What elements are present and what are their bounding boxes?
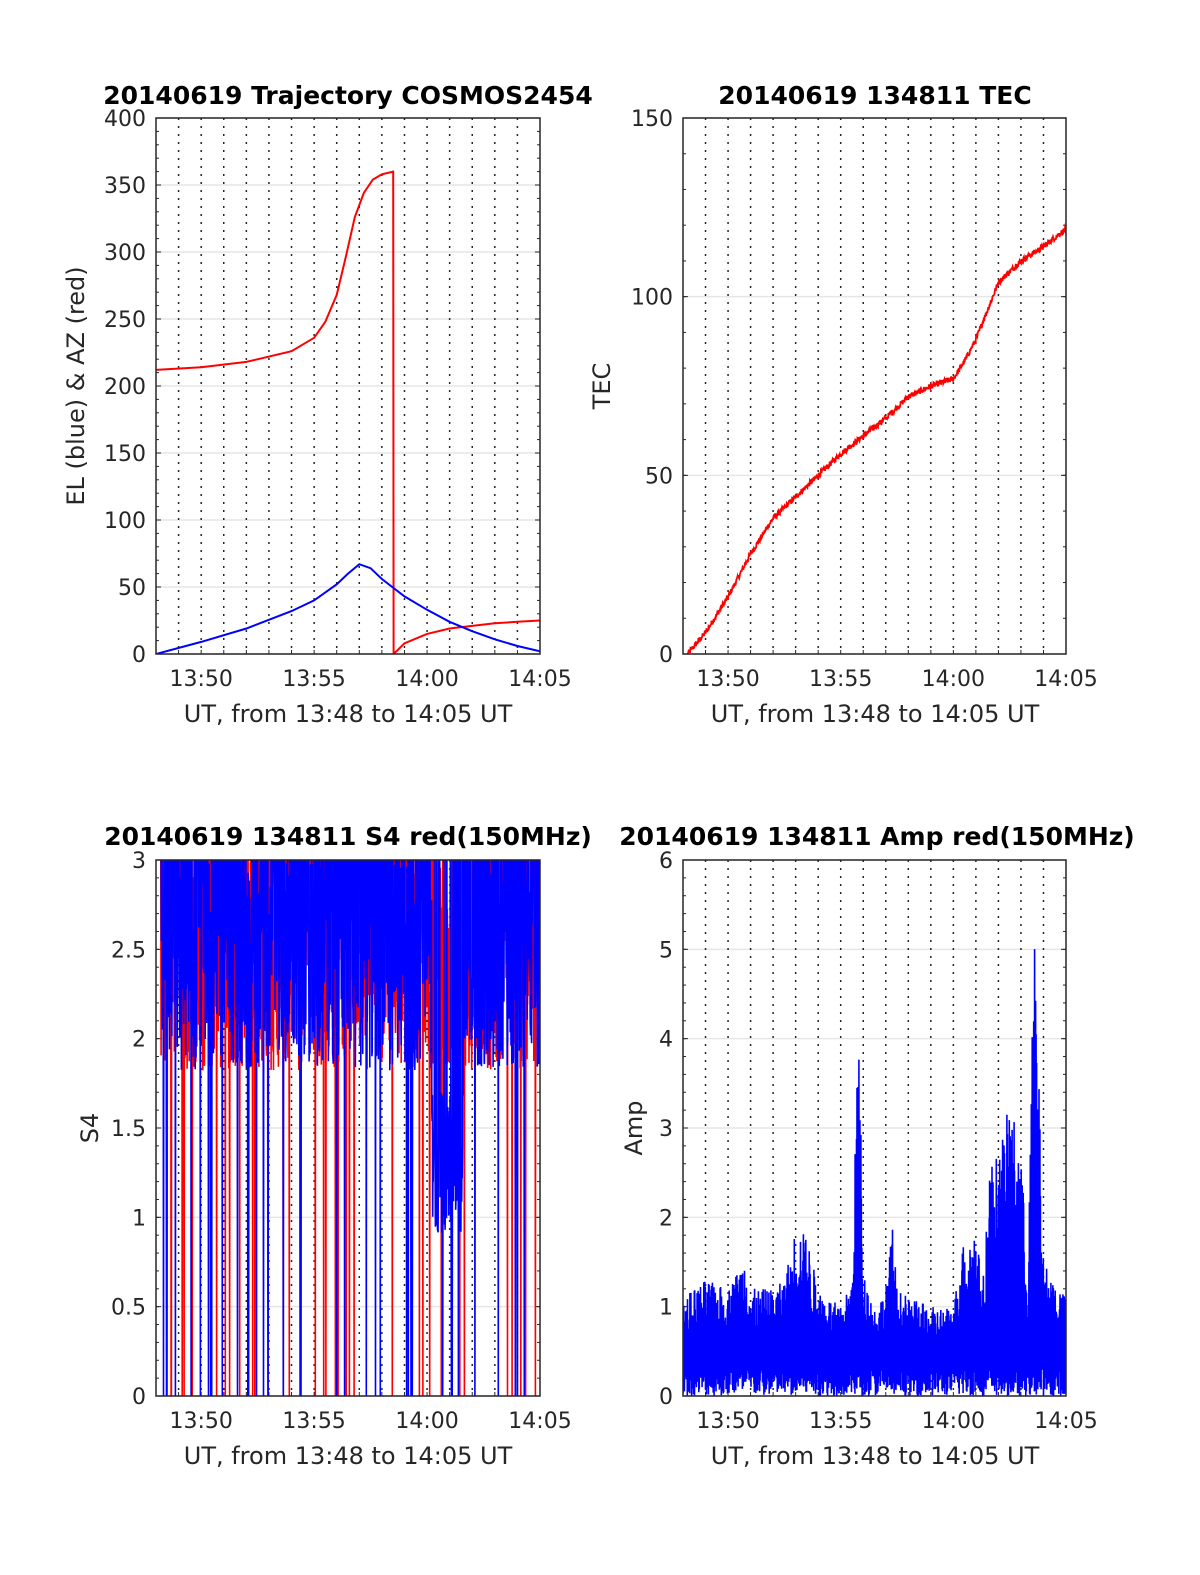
axes-frame	[155, 117, 541, 655]
y-tick-labels: 0 50 100 150	[631, 107, 673, 668]
tec-panel: 20140619 134811 TEC 13:50 13:55 14:00 14:05…	[588, 81, 1098, 728]
plot-background	[683, 118, 1066, 654]
amp-panel: 20140619 134811 Amp red(150MHz) 13:50 13:…	[619, 822, 1135, 1470]
x-tick-label: 14:00	[395, 667, 458, 692]
plot-area	[155, 117, 541, 655]
chart-title: 20140619 134811 TEC	[718, 81, 1031, 110]
x-tick-labels: 13:50 13:55 14:00 14:05	[169, 667, 571, 692]
y-tick-label: 0.5	[111, 1296, 146, 1321]
x-tick-labels: 13:50 13:55 14:00 14:05	[169, 1409, 571, 1434]
plot-area	[155, 859, 541, 1397]
x-axis-label: UT, from 13:48 to 14:05 UT	[711, 700, 1040, 728]
y-tick-label: 2	[659, 1206, 673, 1231]
x-tick-label: 13:55	[809, 1409, 872, 1434]
x-tick-label: 13:55	[809, 667, 872, 692]
y-tick-label: 1.5	[111, 1117, 146, 1142]
y-tick-label: 2.5	[111, 938, 146, 963]
y-tick-label: 0	[659, 643, 673, 668]
y-tick-label: 0	[132, 643, 146, 668]
x-tick-label: 14:05	[1034, 1409, 1097, 1434]
y-tick-label: 1	[659, 1296, 673, 1321]
x-tick-label: 14:05	[508, 667, 571, 692]
y-tick-label: 5	[659, 938, 673, 963]
y-tick-label: 150	[631, 107, 673, 132]
y-tick-label: 150	[104, 442, 146, 467]
x-tick-label: 13:50	[169, 1409, 232, 1434]
chart-title: 20140619 Trajectory COSMOS2454	[103, 81, 593, 110]
y-tick-label: 0	[659, 1385, 673, 1410]
y-tick-label: 1	[132, 1206, 146, 1231]
y-tick-label: 2	[132, 1028, 146, 1053]
y-tick-label: 250	[104, 308, 146, 333]
x-tick-label: 14:00	[922, 1409, 985, 1434]
y-tick-label: 100	[631, 286, 673, 311]
series-group	[683, 949, 1066, 1396]
series-line	[160, 860, 540, 1396]
x-tick-label: 14:00	[922, 667, 985, 692]
axes-frame	[682, 117, 1067, 655]
y-tick-label: 50	[118, 576, 146, 601]
x-tick-label: 13:50	[696, 667, 759, 692]
y-tick-label: 400	[104, 107, 146, 132]
y-tick-label: 100	[104, 509, 146, 534]
series-group	[160, 860, 540, 1396]
y-tick-label: 3	[659, 1117, 673, 1142]
chart-title: 20140619 134811 S4 red(150MHz)	[104, 822, 592, 851]
s4-panel: 20140619 134811 S4 red(150MHz) 13:50 13:5…	[76, 822, 592, 1470]
y-tick-label: 6	[659, 849, 673, 874]
x-tick-labels: 13:50 13:55 14:00 14:05	[696, 1409, 1097, 1434]
x-axis-label: UT, from 13:48 to 14:05 UT	[184, 1442, 513, 1470]
y-axis-label: TEC	[588, 363, 616, 411]
x-tick-label: 13:55	[282, 667, 345, 692]
y-tick-label: 4	[659, 1028, 673, 1053]
y-tick-label: 3	[132, 849, 146, 874]
grid	[156, 117, 540, 655]
x-tick-label: 13:50	[169, 667, 232, 692]
plot-area	[682, 117, 1067, 655]
axes-frame	[682, 859, 1067, 1397]
x-axis-label: UT, from 13:48 to 14:05 UT	[184, 700, 513, 728]
x-axis-label: UT, from 13:48 to 14:05 UT	[711, 1442, 1040, 1470]
y-tick-label: 200	[104, 375, 146, 400]
x-tick-label: 14:00	[395, 1409, 458, 1434]
series-line	[156, 170, 540, 654]
x-tick-label: 13:55	[282, 1409, 345, 1434]
series-group	[686, 223, 1066, 654]
grid	[683, 117, 1066, 655]
y-axis-label: Amp	[620, 1100, 648, 1155]
y-tick-label: 0	[132, 1385, 146, 1410]
x-tick-label: 13:50	[696, 1409, 759, 1434]
x-tick-label: 14:05	[508, 1409, 571, 1434]
y-tick-labels: 0 0.5 1 1.5 2 2.5 3	[111, 849, 146, 1410]
chart-title: 20140619 134811 Amp red(150MHz)	[619, 822, 1135, 851]
y-axis-label: EL (blue) & AZ (red)	[62, 266, 90, 505]
trajectory-panel: 20140619 Trajectory COSMOS2454 13:50 13:5…	[62, 81, 593, 728]
series-line	[156, 563, 540, 654]
axes-frame	[155, 859, 541, 1397]
y-axis-label: S4	[76, 1113, 104, 1144]
plot-area	[682, 859, 1067, 1397]
y-tick-label: 50	[645, 464, 673, 489]
x-tick-label: 14:05	[1034, 667, 1097, 692]
series-line	[686, 223, 1066, 654]
series-group	[156, 170, 540, 654]
series-line	[683, 949, 1066, 1396]
y-tick-label: 350	[104, 174, 146, 199]
x-tick-labels: 13:50 13:55 14:00 14:05	[696, 667, 1097, 692]
y-tick-labels: 0 1 2 3 4 5 6	[659, 849, 673, 1410]
y-tick-label: 300	[104, 241, 146, 266]
y-tick-labels: 0 50 100 150 200 250 300 350 400	[104, 107, 146, 668]
